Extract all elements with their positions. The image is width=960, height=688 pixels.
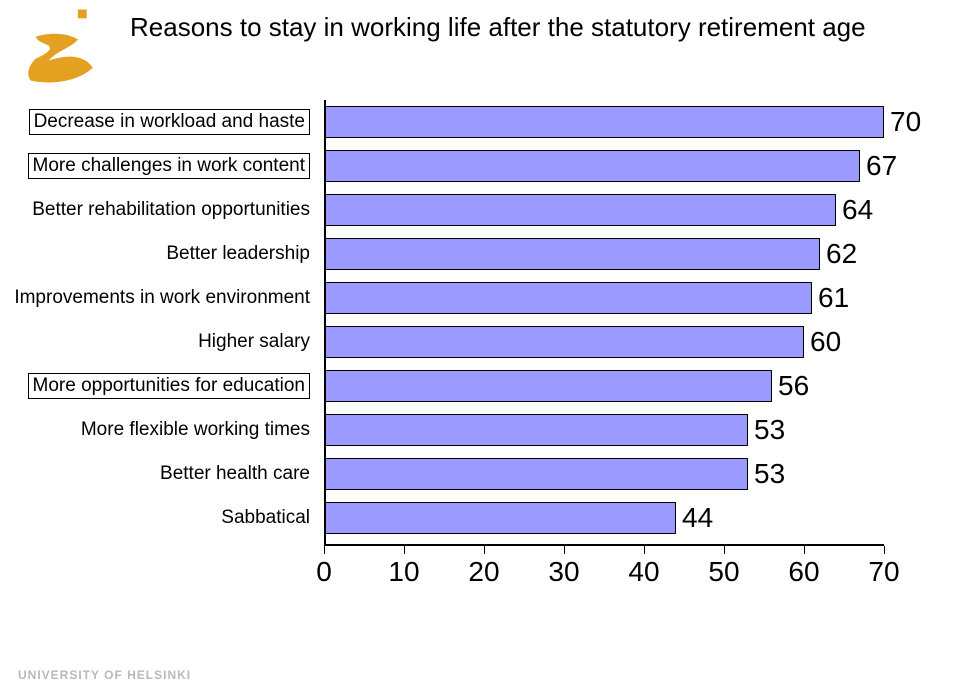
bar [324, 150, 860, 182]
bar [324, 106, 884, 138]
category-label: Sabbatical [221, 507, 310, 529]
x-tick [324, 546, 325, 554]
bar-chart: Decrease in workload and haste 70 More cha… [0, 100, 960, 630]
category-label: Decrease in workload and haste [29, 109, 310, 135]
category-label: More flexible working times [81, 419, 310, 441]
value-label: 61 [818, 282, 849, 314]
value-label: 62 [826, 238, 857, 270]
chart-row: Better rehabilitation opportunities 64 [0, 188, 960, 232]
x-tick [564, 546, 565, 554]
chart-row: Better health care 53 [0, 452, 960, 496]
x-tick-label: 70 [868, 556, 899, 588]
chart-row: Improvements in work environment 61 [0, 276, 960, 320]
bar [324, 370, 772, 402]
category-label: Better health care [160, 463, 310, 485]
category-label: More opportunities for education [28, 373, 311, 399]
chart-row: More opportunities for education 56 [0, 364, 960, 408]
x-tick-label: 0 [316, 556, 332, 588]
bar [324, 326, 804, 358]
value-label: 53 [754, 458, 785, 490]
category-label: Improvements in work environment [14, 287, 310, 309]
chart-row: More challenges in work content 67 [0, 144, 960, 188]
bar [324, 194, 836, 226]
bar [324, 458, 748, 490]
bar [324, 238, 820, 270]
value-label: 70 [890, 106, 921, 138]
y-axis [324, 100, 326, 544]
value-label: 53 [754, 414, 785, 446]
value-label: 67 [866, 150, 897, 182]
category-label: Higher salary [198, 331, 310, 353]
x-tick-label: 40 [628, 556, 659, 588]
x-tick-label: 30 [548, 556, 579, 588]
category-label: More challenges in work content [28, 153, 310, 179]
value-label: 44 [682, 502, 713, 534]
x-tick [644, 546, 645, 554]
slide: Reasons to stay in working life after th… [0, 0, 960, 688]
x-tick [724, 546, 725, 554]
university-flame-logo [18, 6, 106, 94]
x-tick [404, 546, 405, 554]
bar [324, 502, 676, 534]
footer-branding: UNIVERSITY OF HELSINKI [18, 668, 191, 682]
chart-row: Decrease in workload and haste 70 [0, 100, 960, 144]
x-tick [804, 546, 805, 554]
chart-row: Sabbatical 44 [0, 496, 960, 540]
x-tick-label: 20 [468, 556, 499, 588]
x-tick [884, 546, 885, 554]
value-label: 64 [842, 194, 873, 226]
chart-row: Better leadership 62 [0, 232, 960, 276]
value-label: 60 [810, 326, 841, 358]
value-label: 56 [778, 370, 809, 402]
x-axis [324, 544, 884, 546]
x-tick-label: 50 [708, 556, 739, 588]
chart-row: More flexible working times 53 [0, 408, 960, 452]
bar [324, 414, 748, 446]
category-label: Better rehabilitation opportunities [32, 199, 310, 221]
x-tick-label: 60 [788, 556, 819, 588]
slide-title: Reasons to stay in working life after th… [130, 12, 866, 43]
x-tick-label: 10 [388, 556, 419, 588]
x-tick [484, 546, 485, 554]
bar [324, 282, 812, 314]
category-label: Better leadership [166, 243, 310, 265]
chart-row: Higher salary 60 [0, 320, 960, 364]
